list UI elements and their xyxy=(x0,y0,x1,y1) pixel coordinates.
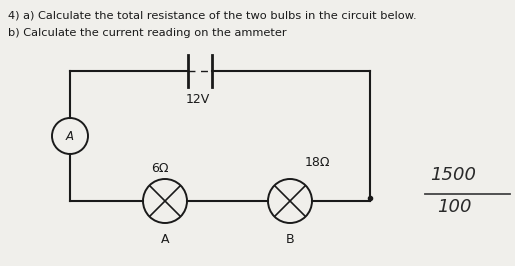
Text: b) Calculate the current reading on the ammeter: b) Calculate the current reading on the … xyxy=(8,28,287,38)
Text: 12V: 12V xyxy=(186,93,210,106)
Text: 4) a) Calculate the total resistance of the two bulbs in the circuit below.: 4) a) Calculate the total resistance of … xyxy=(8,11,417,21)
Text: A: A xyxy=(161,233,169,246)
Text: A: A xyxy=(66,130,74,143)
Text: 18Ω: 18Ω xyxy=(305,156,331,169)
Text: 6Ω: 6Ω xyxy=(151,162,169,175)
Text: 1500: 1500 xyxy=(430,166,476,184)
Text: 100: 100 xyxy=(437,198,472,216)
Text: B: B xyxy=(286,233,294,246)
